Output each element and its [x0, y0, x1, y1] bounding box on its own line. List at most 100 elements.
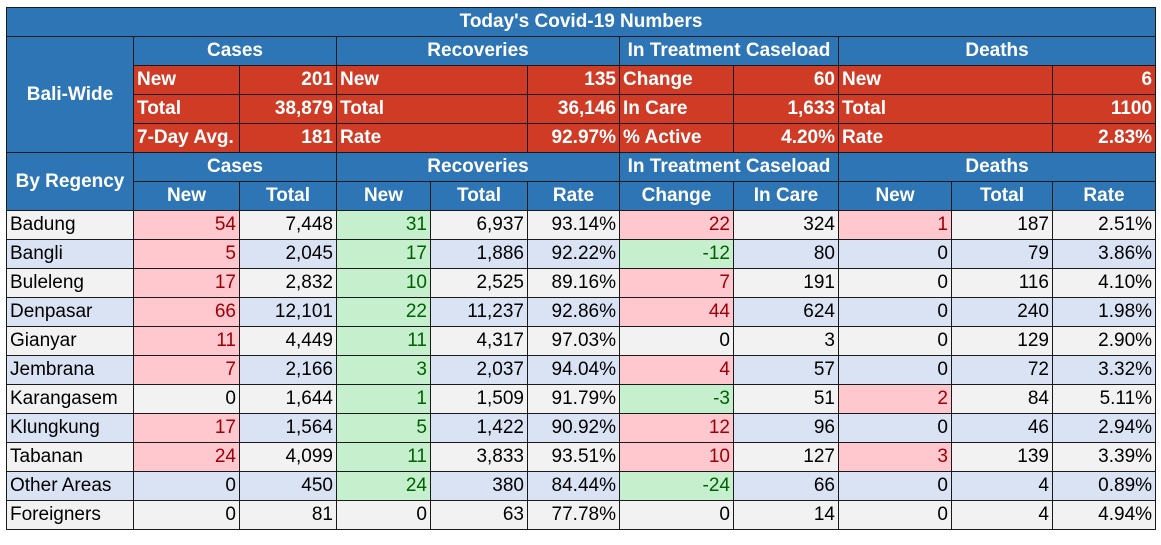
- summary-value: 60: [733, 65, 839, 95]
- table-cell: 10: [336, 268, 431, 298]
- table-cell: 3.86%: [1051, 239, 1157, 269]
- table-row: Denpasar 66 12,101 22 11,237 92.86% 44 624 0 240 1…: [6, 297, 1157, 327]
- table-cell: 1,564: [239, 413, 337, 443]
- summary-value: 36,146: [527, 94, 620, 124]
- table-cell: 2.90%: [1051, 326, 1157, 356]
- table-cell: 77.78%: [527, 500, 620, 530]
- table-row: Badung 54 7,448 31 6,937 93.14% 22 324 1 187 2.51%: [6, 210, 1157, 240]
- table-cell: 3: [733, 326, 839, 356]
- table-cell: 5.11%: [1051, 384, 1157, 414]
- table-cell: 4,449: [239, 326, 337, 356]
- regency-name: Foreigners: [6, 500, 134, 530]
- table-cell: 139: [951, 442, 1053, 472]
- table-cell: -3: [619, 384, 734, 414]
- table-row: Buleleng 17 2,832 10 2,525 89.16% 7 191 0 116 4.10…: [6, 268, 1157, 298]
- table-cell: 17: [133, 413, 240, 443]
- table-cell: 79: [951, 239, 1053, 269]
- table-cell: 0.89%: [1051, 471, 1157, 501]
- table-cell: 22: [336, 297, 431, 327]
- summary-label: Rate: [336, 123, 528, 153]
- bali-summary-row: 7-Day Avg. 181 Rate 92.97% % Active 4.20…: [7, 123, 1157, 153]
- table-cell: 72: [951, 355, 1053, 385]
- table-cell: 6,937: [430, 210, 528, 240]
- table-cell: 380: [430, 471, 528, 501]
- table-cell: 1: [838, 210, 952, 240]
- table-cell: 96: [733, 413, 839, 443]
- table-cell: 92.22%: [527, 239, 620, 269]
- column-header: New: [133, 181, 240, 211]
- summary-value: 6: [1051, 65, 1157, 95]
- table-cell: 51: [733, 384, 839, 414]
- table-cell: 80: [733, 239, 839, 269]
- table-cell: 14: [733, 500, 839, 530]
- table-cell: -12: [619, 239, 734, 269]
- table-cell: 0: [619, 500, 734, 530]
- table-cell: 31: [336, 210, 431, 240]
- table-cell: 624: [733, 297, 839, 327]
- table-cell: 54: [133, 210, 240, 240]
- column-header: Rate: [527, 181, 620, 211]
- table-cell: 93.14%: [527, 210, 620, 240]
- table-cell: 3.39%: [1051, 442, 1157, 472]
- table-cell: 0: [838, 268, 952, 298]
- table-cell: 11,237: [430, 297, 528, 327]
- table-cell: 57: [733, 355, 839, 385]
- column-header: Total: [430, 181, 528, 211]
- table-cell: 4.10%: [1051, 268, 1157, 298]
- table-cell: 17: [336, 239, 431, 269]
- table-cell: 66: [733, 471, 839, 501]
- table-cell: 46: [951, 413, 1053, 443]
- column-header: In Care: [733, 181, 839, 211]
- column-header: New: [838, 181, 952, 211]
- table-cell: 81: [239, 500, 337, 530]
- table-cell: 191: [733, 268, 839, 298]
- regency-name: Denpasar: [6, 297, 134, 327]
- table-cell: 1,509: [430, 384, 528, 414]
- summary-value: 1,633: [733, 94, 839, 124]
- summary-value: 135: [527, 65, 620, 95]
- summary-label: New: [133, 65, 240, 95]
- summary-value: 38,879: [239, 94, 337, 124]
- table-cell: 4: [951, 500, 1053, 530]
- table-cell: 2,045: [239, 239, 337, 269]
- summary-value: 201: [239, 65, 337, 95]
- table-row: Karangasem 0 1,644 1 1,509 91.79% -3 51 2 84 5.11%: [6, 384, 1157, 414]
- summary-label: Total: [133, 94, 240, 124]
- table-cell: 1.98%: [1051, 297, 1157, 327]
- table-cell: 3: [838, 442, 952, 472]
- table-cell: 5: [133, 239, 240, 269]
- table-cell: 4.94%: [1051, 500, 1157, 530]
- table-cell: 5: [336, 413, 431, 443]
- summary-label: Total: [838, 94, 1053, 124]
- table-row: Gianyar 11 4,449 11 4,317 97.03% 0 3 0 129 2.90%: [6, 326, 1157, 356]
- table-cell: 450: [239, 471, 337, 501]
- table-cell: 129: [951, 326, 1053, 356]
- table-cell: 2,037: [430, 355, 528, 385]
- table-cell: 91.79%: [527, 384, 620, 414]
- table-cell: 12: [619, 413, 734, 443]
- column-header: Total: [951, 181, 1053, 211]
- table-cell: 2: [838, 384, 952, 414]
- table-cell: 92.86%: [527, 297, 620, 327]
- bali-treatment-header: In Treatment Caseload: [619, 36, 839, 66]
- table-cell: 1,644: [239, 384, 337, 414]
- regency-deaths-header: Deaths: [837, 152, 1157, 182]
- column-header: New: [336, 181, 431, 211]
- regency-name: Other Areas: [6, 471, 134, 501]
- table-cell: 12,101: [239, 297, 337, 327]
- table-cell: 187: [951, 210, 1053, 240]
- table-cell: 7: [619, 268, 734, 298]
- regency-name: Gianyar: [6, 326, 134, 356]
- summary-label: New: [838, 65, 1053, 95]
- table-cell: 1: [336, 384, 431, 414]
- table-cell: 0: [838, 239, 952, 269]
- table-cell: 84: [951, 384, 1053, 414]
- summary-label: New: [336, 65, 528, 95]
- regency-name: Bangli: [6, 239, 134, 269]
- table-row: Foreigners 0 81 0 63 77.78% 0 14 0 4 4.94%: [6, 500, 1157, 530]
- summary-value: 2.83%: [1051, 123, 1157, 153]
- table-cell: 3: [336, 355, 431, 385]
- covid-table: Today's Covid-19 Numbers Bali-Wide Cases…: [5, 7, 1157, 530]
- table-cell: 0: [619, 326, 734, 356]
- bali-summary-row: New 201 New 135 Change 60 New 6: [7, 65, 1157, 95]
